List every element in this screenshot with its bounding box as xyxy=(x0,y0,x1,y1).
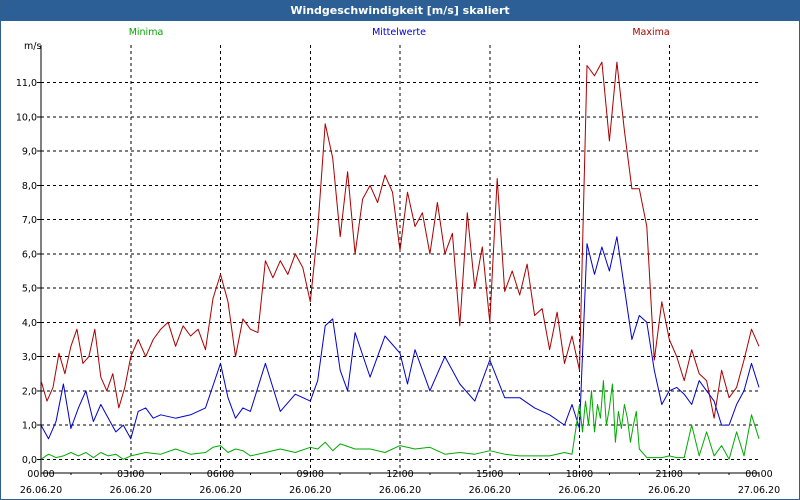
x-tick-date: 26.06.20 xyxy=(558,485,600,496)
window-title: Windgeschwindigkeit [m/s] skaliert xyxy=(1,1,799,21)
y-tick-label: 3,0 xyxy=(22,352,37,363)
y-tick-label: 4,0 xyxy=(22,318,37,329)
y-tick-label: 2,0 xyxy=(22,386,37,397)
axes xyxy=(37,45,760,477)
series-lines xyxy=(40,61,760,460)
y-tick-label: 1,0 xyxy=(22,421,37,432)
x-tick-date: 26.06.20 xyxy=(199,485,241,496)
x-tick-time: 15:00 xyxy=(476,469,503,480)
x-tick-time: 12:00 xyxy=(386,469,413,480)
y-tick-label: 5,0 xyxy=(22,284,37,295)
x-tick-time: 18:00 xyxy=(566,469,593,480)
legend-maxima: Maxima xyxy=(632,27,669,38)
series-line-maxima xyxy=(40,61,760,419)
y-tick-label: 8,0 xyxy=(22,181,37,192)
x-tick-time: 00:00 xyxy=(27,469,54,480)
x-tick-date: 27.06.20 xyxy=(738,485,780,496)
x-tick-date: 26.06.20 xyxy=(289,485,331,496)
tick-labels: 0,0 1,0 2,0 3,0 4,0 5,0 6,0 7,0 8,0 9,0 10,0 11,0 00… xyxy=(16,78,780,496)
series-line-minima xyxy=(40,380,760,460)
y-tick-label: 9,0 xyxy=(22,147,37,158)
legend-minima: Minima xyxy=(129,27,164,38)
x-tick-time: 21:00 xyxy=(656,469,683,480)
grid xyxy=(41,45,759,473)
legend: Minima Mittelwerte Maxima xyxy=(129,27,670,38)
x-tick-date: 26.06.20 xyxy=(110,485,152,496)
series-line-mittelwerte xyxy=(40,236,760,440)
x-tick-date: 26.06.20 xyxy=(20,485,62,496)
x-tick-date: 26.06.20 xyxy=(469,485,511,496)
y-tick-label: 0,0 xyxy=(22,455,37,466)
legend-mittelwerte: Mittelwerte xyxy=(372,27,426,38)
x-tick-time: 06:00 xyxy=(207,469,234,480)
wind-speed-chart: 0,0 1,0 2,0 3,0 4,0 5,0 6,0 7,0 8,0 9,0 10,0 11,0 00… xyxy=(16,27,780,496)
y-tick-label: 7,0 xyxy=(22,215,37,226)
x-tick-date: 26.06.20 xyxy=(379,485,421,496)
x-tick-time: 03:00 xyxy=(117,469,144,480)
y-tick-label: 10,0 xyxy=(16,112,37,123)
y-axis-label: m/s xyxy=(24,41,41,52)
x-tick-time: 09:00 xyxy=(297,469,324,480)
x-tick-date: 26.06.20 xyxy=(648,485,690,496)
plot-background xyxy=(41,45,759,473)
y-tick-label: 11,0 xyxy=(16,78,37,89)
y-tick-label: 6,0 xyxy=(22,249,37,260)
x-tick-time: 00:00 xyxy=(745,469,772,480)
